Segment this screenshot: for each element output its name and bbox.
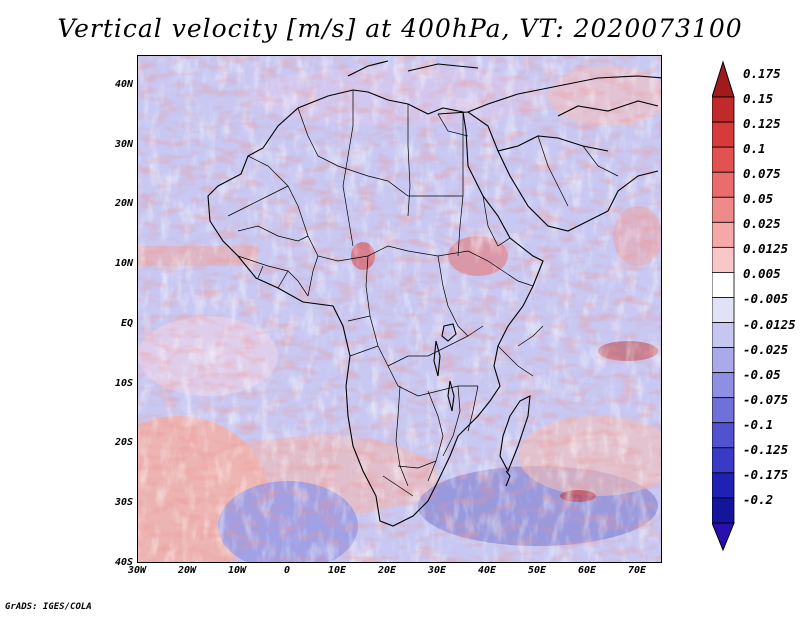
- lat-label: 30S: [114, 497, 133, 509]
- colorbar-label: 0.0125: [743, 241, 789, 257]
- colorbar-label: 0.025: [743, 216, 781, 232]
- colorbar-label: 0.15: [743, 91, 774, 107]
- colorbar-segment: [712, 171, 735, 198]
- colorbar-label: -0.175: [743, 466, 789, 482]
- colorbar-label: 0.005: [743, 266, 781, 282]
- lon-label: 40E: [477, 565, 497, 576]
- colorbar-label: -0.05: [743, 366, 781, 382]
- lon-label: 0: [283, 565, 291, 576]
- colorbar-label: 0.125: [743, 116, 781, 132]
- colorbar-segment: [712, 497, 735, 524]
- lon-label: 60E: [577, 565, 597, 576]
- colorbar-segment: [712, 196, 735, 223]
- colorbar-label: 0.1: [743, 141, 766, 157]
- country-borders: [227, 90, 619, 497]
- coastlines: [207, 60, 661, 527]
- colorbar-segment: [712, 121, 735, 148]
- lon-label: 10W: [227, 565, 247, 576]
- colorbar-segment: [712, 221, 735, 248]
- colorbar-label: -0.0125: [743, 316, 796, 332]
- colorbar-segment: [712, 297, 735, 323]
- colorbar-segment: [712, 372, 735, 399]
- colorbar-label: -0.005: [743, 291, 789, 307]
- colorbar-max-arrow: [712, 60, 735, 98]
- lat-label: 20N: [114, 198, 133, 210]
- lon-label: 20W: [177, 565, 197, 576]
- colorbar-label: -0.075: [743, 391, 789, 407]
- lat-label: 40N: [114, 78, 133, 90]
- colorbar-segment: [712, 272, 735, 298]
- lakes: [433, 323, 511, 487]
- colorbar-label: 0.05: [743, 191, 774, 207]
- lat-label: 10S: [114, 377, 133, 389]
- velocity-map: [137, 55, 662, 563]
- colorbar-min-arrow: [712, 522, 735, 552]
- colorbar-segment: [712, 472, 735, 499]
- lat-label: 10N: [114, 258, 133, 270]
- lat-label: 20S: [114, 437, 133, 449]
- lat-label: 30N: [114, 138, 133, 150]
- lon-label: 70E: [627, 565, 647, 576]
- lon-label: 30E: [427, 565, 447, 576]
- colorbar-label: 0.175: [743, 66, 781, 81]
- colorbar-segment: [712, 347, 735, 374]
- colorbar-label: -0.125: [743, 441, 789, 457]
- colorbar-segment: [712, 422, 735, 449]
- colorbar-label: -0.1: [743, 416, 774, 432]
- lon-label: 10E: [327, 565, 347, 576]
- velocity-field: [138, 56, 661, 562]
- map-title: Vertical velocity [m/s] at 400hPa, VT: 2…: [57, 14, 743, 43]
- lon-label: 50E: [527, 565, 547, 576]
- colorbar-segment: [712, 447, 735, 474]
- colorbar-label: -0.025: [743, 341, 789, 357]
- colorbar-segment: [712, 146, 735, 173]
- footer-credit: GrADS: IGES/COLA: [5, 602, 92, 612]
- lon-label: 30W: [127, 565, 147, 576]
- colorbar-label: -0.2: [743, 491, 774, 507]
- colorbar-label: 0.075: [743, 166, 781, 182]
- colorbar-segment: [712, 96, 735, 123]
- colorbar-segment: [712, 322, 735, 348]
- lat-label: EQ: [120, 317, 133, 329]
- lat-label: 40S: [114, 557, 133, 568]
- colorbar-segment: [712, 246, 735, 273]
- colorbar: [712, 60, 735, 552]
- lon-label: 20E: [377, 565, 397, 576]
- colorbar-segment: [712, 397, 735, 424]
